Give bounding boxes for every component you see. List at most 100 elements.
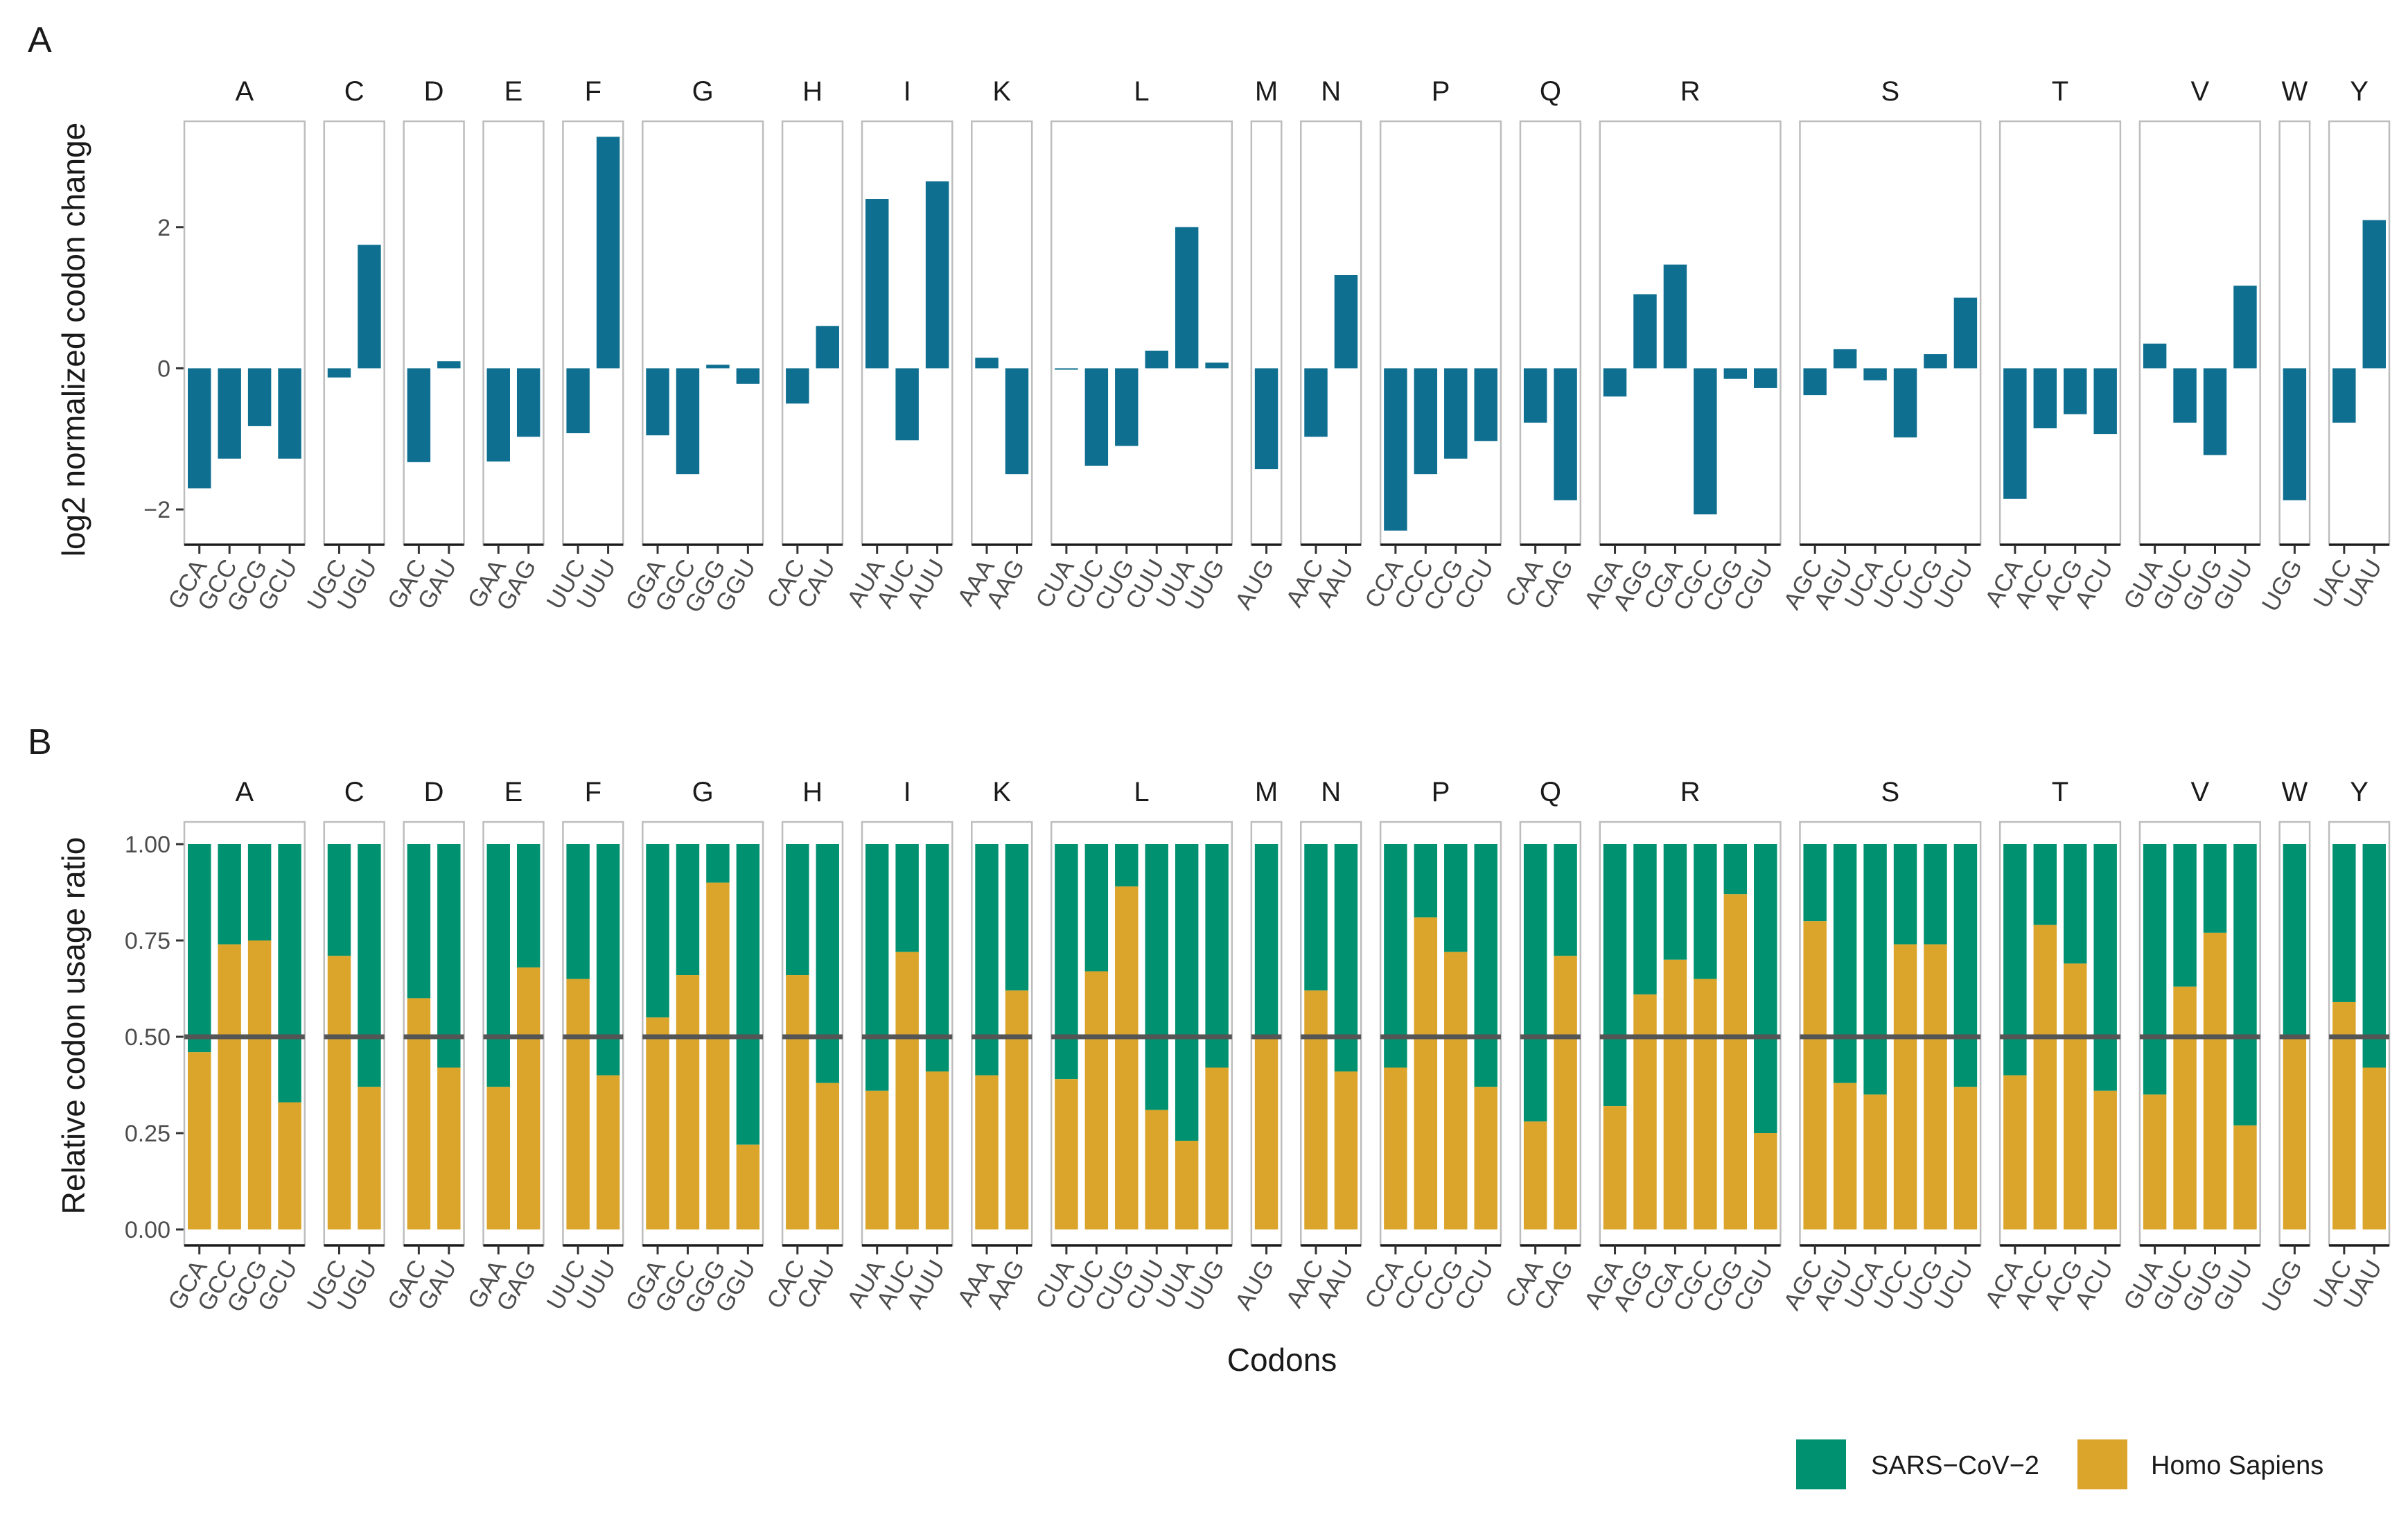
- panel-b-bar-homo-gug: [2203, 932, 2227, 1229]
- panel-b-bar-homo-ucu: [1953, 1087, 1978, 1229]
- panel-b-bar-homo-gca: [188, 1052, 211, 1229]
- panel-b-bar-sars-ugu: [358, 844, 381, 1087]
- panel-b-bar-sars-uug: [1205, 844, 1229, 1068]
- panel-b-bar-sars-caa: [1523, 844, 1547, 1122]
- panel-b-bar-sars-ugc: [327, 844, 351, 956]
- panel-b-strip-label-f: F: [585, 777, 601, 807]
- panel-a-bar-uuu: [596, 137, 620, 369]
- panel-a-bar-uuc: [566, 368, 590, 434]
- panel-b-bar-homo-cca: [1384, 1067, 1407, 1229]
- panel-b-bar-sars-guu: [2233, 844, 2257, 1126]
- panel-b-strip-label-r: R: [1680, 777, 1700, 807]
- legend-swatch-homo-sapiens: [2077, 1439, 2127, 1489]
- panel-b-strip-label-w: W: [2282, 777, 2308, 807]
- panel-b-bar-sars-gug: [2203, 844, 2227, 933]
- panel-a-facet-frame-d: [403, 120, 465, 546]
- panel-a-bar-guc: [2173, 368, 2197, 423]
- panel-a-bar-agc: [1803, 368, 1827, 396]
- panel-a-bar-cac: [786, 368, 809, 404]
- panel-b-bar-homo-gcu: [278, 1102, 301, 1229]
- panel-b-strip-label-a: A: [236, 777, 254, 807]
- panel-a-bar-gug: [2203, 368, 2227, 455]
- panel-b-bar-sars-gcc: [218, 844, 241, 945]
- panel-b-bar-sars-aua: [865, 844, 889, 1091]
- panel-b-bar-sars-ucg: [1924, 844, 1947, 945]
- panel-b-strip-label-s: S: [1881, 777, 1899, 807]
- panel-a-bar-cug: [1115, 368, 1139, 446]
- panel-b-bar-sars-agu: [1833, 844, 1857, 1083]
- panel-b-bar-homo-uua: [1175, 1141, 1199, 1229]
- panel-a-bar-auc: [895, 368, 919, 441]
- panel-b-bar-homo-cgu: [1754, 1133, 1777, 1229]
- panel-a-facet-frame-r: [1599, 120, 1782, 546]
- panel-b-bar-sars-acg: [2064, 844, 2087, 964]
- panel-b-bar-homo-uuu: [596, 1075, 620, 1229]
- panel-b-facet-frame-s: [1799, 821, 1982, 1247]
- panel-b-bar-sars-cuc: [1084, 844, 1109, 972]
- panel-b-bar-sars-cca: [1384, 844, 1407, 1068]
- panel-b-bar-homo-gaa: [486, 1087, 510, 1229]
- panel-b-strip-label-k: K: [992, 777, 1011, 807]
- panel-b-y-tick-label: 0.25: [125, 1121, 170, 1147]
- panel-b-usage-ratio-chart: 0.000.250.500.751.00AGCAGCCGCGGCUCUGCUGU…: [125, 777, 2391, 1318]
- panel-b-facet-frame-l: [1050, 821, 1233, 1247]
- panel-a-strip-label-d: D: [424, 76, 444, 107]
- panel-b-bar-sars-aag: [1005, 844, 1029, 991]
- panel-a-bar-gcc: [218, 368, 241, 459]
- x-axis-title: Codons: [1227, 1342, 1337, 1378]
- panel-b-bar-homo-agu: [1833, 1083, 1857, 1229]
- panel-b-bar-sars-acc: [2033, 844, 2057, 925]
- panel-b-bar-homo-cga: [1663, 959, 1687, 1229]
- panel-b-bar-sars-agg: [1633, 844, 1657, 995]
- panel-a-facet-frame-g: [642, 120, 764, 546]
- panel-a-facet-frame-e: [482, 120, 545, 546]
- panel-b-bar-sars-cga: [1663, 844, 1687, 960]
- panel-b-bar-homo-guu: [2233, 1125, 2257, 1229]
- panel-a-bar-cau: [816, 326, 839, 369]
- panel-a-bar-cag: [1554, 368, 1577, 500]
- panel-b-bar-sars-gaa: [486, 844, 510, 1087]
- panel-a-bar-cgg: [1723, 368, 1748, 379]
- panel-a-strip-label-m: M: [1255, 76, 1278, 107]
- panel-b-bar-homo-aaa: [975, 1075, 999, 1229]
- panel-b-bar-homo-auc: [895, 952, 919, 1229]
- panel-b-bar-homo-cuu: [1145, 1110, 1168, 1229]
- panel-a-y-tick-label: 2: [157, 215, 170, 241]
- panel-b-strip-label-i: I: [904, 777, 911, 807]
- panel-b-bar-sars-gau: [437, 844, 461, 1068]
- panel-a-bar-acg: [2064, 368, 2087, 414]
- panel-b-bar-homo-cgg: [1723, 894, 1748, 1229]
- panel-b-bar-sars-auc: [895, 844, 919, 952]
- panel-a-strip-label-h: H: [802, 76, 823, 107]
- panel-b-bar-homo-gac: [407, 998, 431, 1229]
- panel-b-letter: B: [28, 722, 52, 762]
- panel-b-bar-homo-aau: [1334, 1071, 1358, 1229]
- panel-b-bar-homo-ggu: [736, 1144, 760, 1229]
- panel-a-bar-aua: [865, 199, 889, 369]
- panel-b-bar-sars-aug: [1254, 844, 1278, 1037]
- panel-a-bar-ccg: [1444, 368, 1468, 459]
- panel-a-bar-ggu: [736, 368, 760, 384]
- panel-b-bar-sars-gca: [188, 844, 211, 1053]
- panel-b-bar-homo-acu: [2093, 1090, 2117, 1229]
- panel-b-bar-homo-uuc: [566, 979, 590, 1229]
- panel-a-bar-ccc: [1414, 368, 1438, 475]
- panel-b-bar-sars-guc: [2173, 844, 2197, 987]
- panel-b-y-axis-title: Relative codon usage ratio: [55, 837, 91, 1215]
- panel-a-strip-label-r: R: [1680, 76, 1700, 107]
- panel-b-bar-sars-cag: [1554, 844, 1577, 956]
- panel-b-bar-homo-ugu: [358, 1087, 381, 1229]
- panel-b-bar-homo-ugg: [2283, 1037, 2307, 1229]
- panel-a-strip-label-c: C: [344, 76, 364, 107]
- panel-b-bar-homo-aga: [1603, 1106, 1627, 1229]
- panel-b-bar-homo-agg: [1633, 994, 1657, 1229]
- panel-a-bar-cca: [1384, 368, 1407, 531]
- panel-a-bar-uac: [2332, 368, 2356, 423]
- legend-label-homo-sapiens: Homo Sapiens: [2151, 1451, 2323, 1480]
- panel-a-strip-label-e: E: [504, 76, 523, 107]
- panel-b-bar-sars-aau: [1334, 844, 1358, 1072]
- panel-a-strip-label-l: L: [1134, 76, 1149, 107]
- panel-b-bar-homo-ggc: [676, 975, 700, 1229]
- panel-a-bar-gcu: [278, 368, 301, 459]
